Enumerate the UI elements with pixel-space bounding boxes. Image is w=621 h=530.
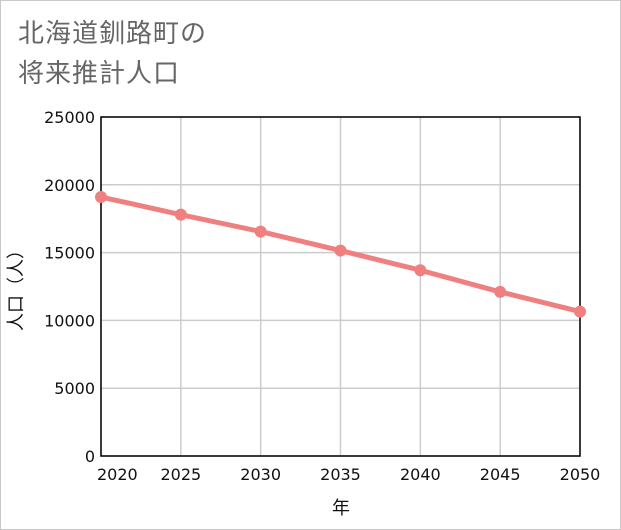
y-tick-labels: 0 5000 10000 15000 20000 25000 xyxy=(44,108,95,466)
x-tick-label: 2030 xyxy=(240,465,281,484)
x-tick-label: 2050 xyxy=(560,465,601,484)
data-point xyxy=(174,208,187,221)
x-tick-label: 2045 xyxy=(480,465,521,484)
y-tick-label: 10000 xyxy=(44,311,95,330)
series-group xyxy=(95,191,586,318)
x-tick-label: 2035 xyxy=(320,465,361,484)
y-tick-label: 0 xyxy=(85,447,95,466)
y-tick-label: 15000 xyxy=(44,244,95,263)
x-tick-label: 2040 xyxy=(400,465,441,484)
chart-title-line-1: 北海道釧路町の xyxy=(18,19,208,49)
chart-title: 北海道釧路町の 将来推計人口 xyxy=(18,14,318,94)
x-tick-labels: 2020 2025 2030 2035 2040 2045 2050 xyxy=(97,465,600,484)
y-tick-label: 25000 xyxy=(44,108,95,127)
y-axis-label: 人口（人） xyxy=(6,241,27,331)
chart-title-line-2: 将来推計人口 xyxy=(18,59,181,89)
data-point xyxy=(254,225,267,238)
data-point xyxy=(334,244,347,257)
data-point xyxy=(414,264,427,277)
data-point xyxy=(574,305,586,318)
y-tick-label: 5000 xyxy=(54,379,95,398)
plot-area-border xyxy=(100,116,581,457)
grid-lines xyxy=(100,116,581,457)
x-tick-label: 2025 xyxy=(160,465,201,484)
data-point xyxy=(95,191,107,204)
y-tick-label: 20000 xyxy=(44,176,95,195)
data-point xyxy=(494,285,507,298)
x-tick-label: 2020 xyxy=(97,465,138,484)
x-axis-label: 年 xyxy=(332,498,350,519)
